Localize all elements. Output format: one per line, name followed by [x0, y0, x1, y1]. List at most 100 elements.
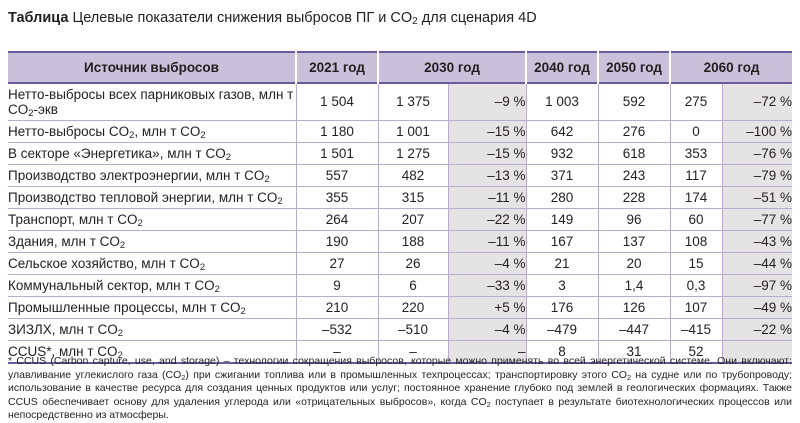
cell-2040: 21 — [525, 252, 598, 275]
cell-2040: 167 — [525, 230, 598, 253]
cell-2060-change: –51 % — [721, 186, 792, 209]
cell-2060-change: –100 % — [721, 120, 792, 143]
table-row: Производство тепловой энергии, млн т CO2… — [8, 186, 792, 209]
cell-2060: –415 — [669, 318, 722, 341]
cell-source: Производство тепловой энергии, млн т CO2 — [8, 189, 283, 207]
cell-2030-change: –9 % — [447, 83, 526, 121]
cell-2050: 137 — [597, 230, 670, 253]
cell-2050: 243 — [597, 164, 670, 187]
cell-2060-change: –77 % — [721, 208, 792, 231]
cell-2030: 315 — [377, 186, 448, 209]
table-row: Нетто-выбросы CO2, млн т CO2 1 180 1 001 –1… — [8, 120, 792, 143]
cell-2030: 188 — [377, 230, 448, 253]
table-row: Сельское хозяйство, млн т CO2 27 26 –4 % 21 2… — [8, 252, 792, 275]
col-header-2050: 2050 год — [597, 52, 670, 83]
cell-2060: 15 — [669, 252, 722, 275]
cell-2030: 207 — [377, 208, 448, 231]
cell-2060: 107 — [669, 296, 722, 319]
cell-2030: 482 — [377, 164, 448, 187]
col-header-source: Источник выбросов — [8, 52, 296, 83]
cell-source: Здания, млн т CO2 — [8, 233, 126, 251]
cell-source: Нетто-выбросы всех парниковых газов, млн… — [8, 87, 294, 119]
table-body: Нетто-выбросы всех парниковых газов, млн… — [8, 83, 792, 363]
cell-2030-change: +5 % — [447, 296, 526, 319]
table-row: ЗИЗЛХ, млн т CO2 –532 –510 –4 % –479 –447 –415… — [8, 318, 792, 341]
cell-2050: 618 — [597, 142, 670, 165]
cell-source: В секторе «Энергетика», млн т CO2 — [8, 145, 231, 163]
cell-source: Сельское хозяйство, млн т CO2 — [8, 255, 206, 273]
cell-2021: 1 180 — [295, 120, 378, 143]
cell-2030: 26 — [377, 252, 448, 275]
table-row: Производство электроэнергии, млн т CO2 55… — [8, 164, 792, 187]
cell-2060-change: –97 % — [721, 274, 792, 297]
table-title-text: Целевые показатели снижения выбросов ПГ … — [72, 10, 537, 27]
cell-2021: 557 — [295, 164, 378, 187]
cell-2050: –447 — [597, 318, 670, 341]
cell-source: Производство электроэнергии, млн т CO2 — [8, 167, 270, 185]
cell-2060: 117 — [669, 164, 722, 187]
cell-2030-change: – — [447, 340, 526, 363]
col-header-2021: 2021 год — [295, 52, 378, 83]
cell-2040: 176 — [525, 296, 598, 319]
cell-2050: 31 — [597, 340, 670, 363]
cell-2060-change: –49 % — [721, 296, 792, 319]
cell-2060: 0,3 — [669, 274, 722, 297]
cell-2040: 8 — [525, 340, 598, 363]
cell-2021: –532 — [295, 318, 378, 341]
cell-2050: 126 — [597, 296, 670, 319]
cell-2030-change: –22 % — [447, 208, 526, 231]
cell-2040: 3 — [525, 274, 598, 297]
cell-2030-change: –4 % — [447, 252, 526, 275]
cell-2030: 6 — [377, 274, 448, 297]
cell-2060-change — [721, 340, 792, 363]
col-header-2060: 2060 год — [669, 52, 792, 83]
table-title-label: Таблица — [8, 10, 69, 26]
cell-2060: 0 — [669, 120, 722, 143]
cell-2030-change: –4 % — [447, 318, 526, 341]
emissions-table: Источник выбросов 2021 год 2030 год 2040… — [8, 51, 792, 364]
cell-source: ЗИЗЛХ, млн т CO2 — [8, 321, 124, 339]
cell-2040: 1 003 — [525, 83, 598, 121]
cell-2030-change: –11 % — [447, 186, 526, 209]
cell-2030: 1 375 — [377, 83, 448, 121]
cell-source: Транспорт, млн т CO2 — [8, 211, 143, 229]
col-header-2030: 2030 год — [377, 52, 526, 83]
table-row: Коммунальный сектор, млн т CO2 9 6 –33 % 3 1,… — [8, 274, 792, 297]
cell-2060: 108 — [669, 230, 722, 253]
cell-2040: 280 — [525, 186, 598, 209]
table-row: Промышленные процессы, млн т CO2 210 220 +5… — [8, 296, 792, 319]
cell-2021: 1 504 — [295, 83, 378, 121]
cell-2050: 592 — [597, 83, 670, 121]
cell-2060: 353 — [669, 142, 722, 165]
cell-2030: 1 001 — [377, 120, 448, 143]
table-row: Транспорт, млн т CO2 264 207 –22 % 149 96 60 –7… — [8, 208, 792, 231]
table-row: В секторе «Энергетика», млн т CO2 1 501 1 … — [8, 142, 792, 165]
cell-2021: 1 501 — [295, 142, 378, 165]
cell-2030: 1 275 — [377, 142, 448, 165]
cell-2030: 220 — [377, 296, 448, 319]
cell-2040: 642 — [525, 120, 598, 143]
cell-2050: 1,4 — [597, 274, 670, 297]
cell-2040: 149 — [525, 208, 598, 231]
cell-2030: –510 — [377, 318, 448, 341]
cell-source: CCUS*, млн т CO2 — [8, 343, 123, 361]
cell-2021: 9 — [295, 274, 378, 297]
cell-2030-change: –13 % — [447, 164, 526, 187]
cell-2050: 228 — [597, 186, 670, 209]
table-row: Здания, млн т CO2 190 188 –11 % 167 137 108 –43… — [8, 230, 792, 253]
cell-2060-change: –79 % — [721, 164, 792, 187]
cell-2021: 264 — [295, 208, 378, 231]
table-row: Нетто-выбросы всех парниковых газов, млн… — [8, 83, 792, 121]
cell-2060-change: –44 % — [721, 252, 792, 275]
cell-2021: 190 — [295, 230, 378, 253]
footnote: * CCUS (Carbon capture, use, and storage… — [8, 355, 793, 422]
cell-2030: – — [377, 340, 448, 363]
header-row: Источник выбросов 2021 год 2030 год 2040… — [8, 52, 792, 83]
cell-2050: 20 — [597, 252, 670, 275]
cell-2060: 52 — [669, 340, 722, 363]
cell-2050: 276 — [597, 120, 670, 143]
cell-2040: –479 — [525, 318, 598, 341]
cell-2030-change: –33 % — [447, 274, 526, 297]
cell-2021: 27 — [295, 252, 378, 275]
cell-2060: 174 — [669, 186, 722, 209]
